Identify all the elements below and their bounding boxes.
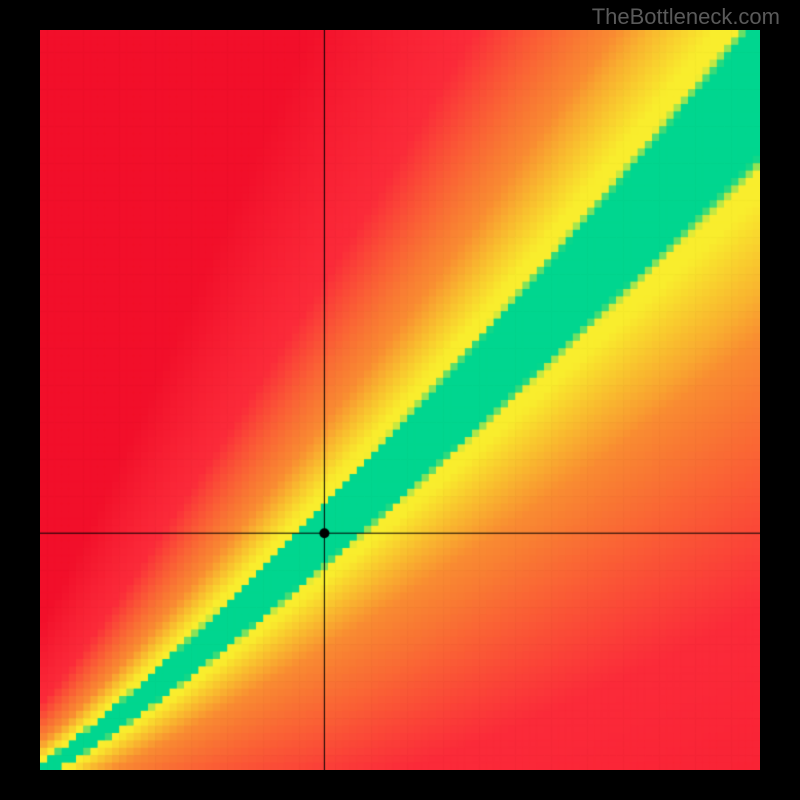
- heatmap-plot: [40, 30, 760, 770]
- watermark-text: TheBottleneck.com: [592, 4, 780, 30]
- chart-container: TheBottleneck.com: [0, 0, 800, 800]
- heatmap-canvas: [40, 30, 760, 770]
